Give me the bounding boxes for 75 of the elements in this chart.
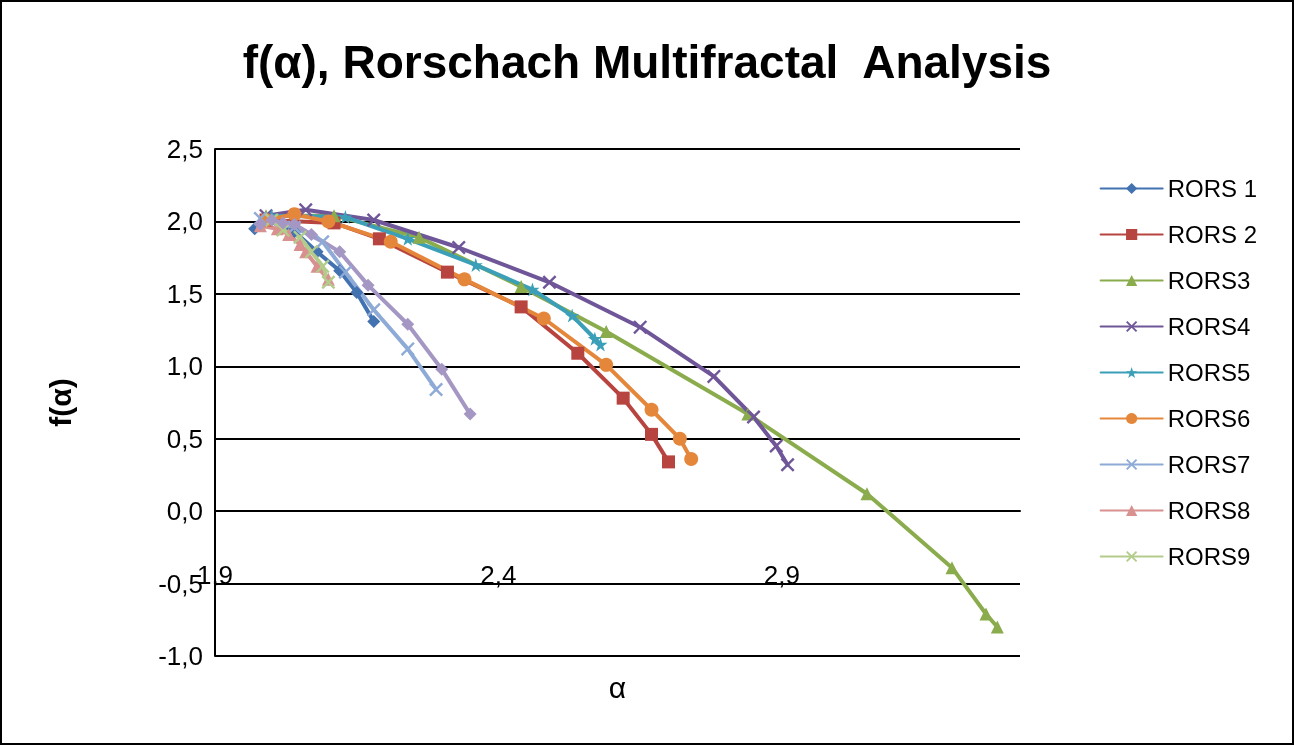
y-tick-label: 0,5 <box>166 423 203 454</box>
legend-label: RORS7 <box>1167 451 1251 478</box>
y-tick-label: 1,5 <box>166 278 203 309</box>
legend-label: RORS4 <box>1167 313 1251 340</box>
legend-label: RORS3 <box>1167 267 1251 294</box>
legend-label: RORS8 <box>1167 497 1251 524</box>
point <box>287 207 302 222</box>
point <box>372 232 386 246</box>
legend-label: RORS 1 <box>1167 175 1257 202</box>
legend-label: RORS 2 <box>1167 221 1257 248</box>
point <box>298 202 313 217</box>
point <box>616 391 630 405</box>
point <box>990 620 1004 634</box>
point <box>293 230 308 245</box>
point <box>979 607 993 621</box>
chart-title: f(α), Rorschach Multifractal Analysis <box>242 36 1052 88</box>
point <box>361 278 375 292</box>
point <box>440 265 454 279</box>
y-tick-label: 2,5 <box>166 134 203 164</box>
point <box>593 337 608 352</box>
point <box>451 240 466 255</box>
point <box>287 217 301 231</box>
point <box>400 341 415 356</box>
point <box>684 452 699 466</box>
point <box>321 214 336 229</box>
point <box>457 272 472 287</box>
point <box>401 317 415 331</box>
point <box>463 407 477 421</box>
point <box>367 314 381 328</box>
point <box>383 234 398 249</box>
point <box>338 210 353 225</box>
point <box>366 302 381 317</box>
point <box>514 300 528 314</box>
point <box>514 280 528 294</box>
y-tick-label: 1,0 <box>166 351 203 382</box>
point <box>321 275 336 290</box>
point <box>662 455 676 469</box>
point <box>571 346 585 360</box>
x-axis-title: α <box>608 670 627 704</box>
point <box>780 457 795 472</box>
point <box>746 409 761 424</box>
point <box>565 308 580 323</box>
y-tick-label: 2,0 <box>166 206 203 237</box>
point <box>706 369 721 384</box>
point <box>599 357 614 372</box>
point <box>315 234 330 249</box>
y-tick-label: -1,0 <box>158 641 203 671</box>
point <box>276 216 290 230</box>
legend-label: RORS5 <box>1167 359 1251 386</box>
point <box>338 265 353 280</box>
point <box>412 230 426 244</box>
point <box>769 438 784 453</box>
point <box>633 320 648 335</box>
point <box>860 487 874 501</box>
point <box>525 282 540 297</box>
point <box>587 331 602 346</box>
point <box>366 212 381 227</box>
point <box>645 427 659 441</box>
point <box>333 245 347 259</box>
point <box>304 244 319 259</box>
point <box>542 275 557 290</box>
y-tick-label: 0,0 <box>166 496 203 527</box>
point <box>435 362 449 376</box>
point <box>350 285 364 299</box>
point <box>599 325 613 339</box>
point <box>644 402 659 417</box>
legend-label: RORS6 <box>1167 405 1251 432</box>
legend-label: RORS9 <box>1167 543 1251 570</box>
y-axis-title: f(α) <box>43 378 77 427</box>
point <box>945 561 959 575</box>
point <box>536 311 551 326</box>
point <box>304 227 318 241</box>
point <box>315 259 330 274</box>
point <box>429 382 444 397</box>
point <box>672 431 687 446</box>
